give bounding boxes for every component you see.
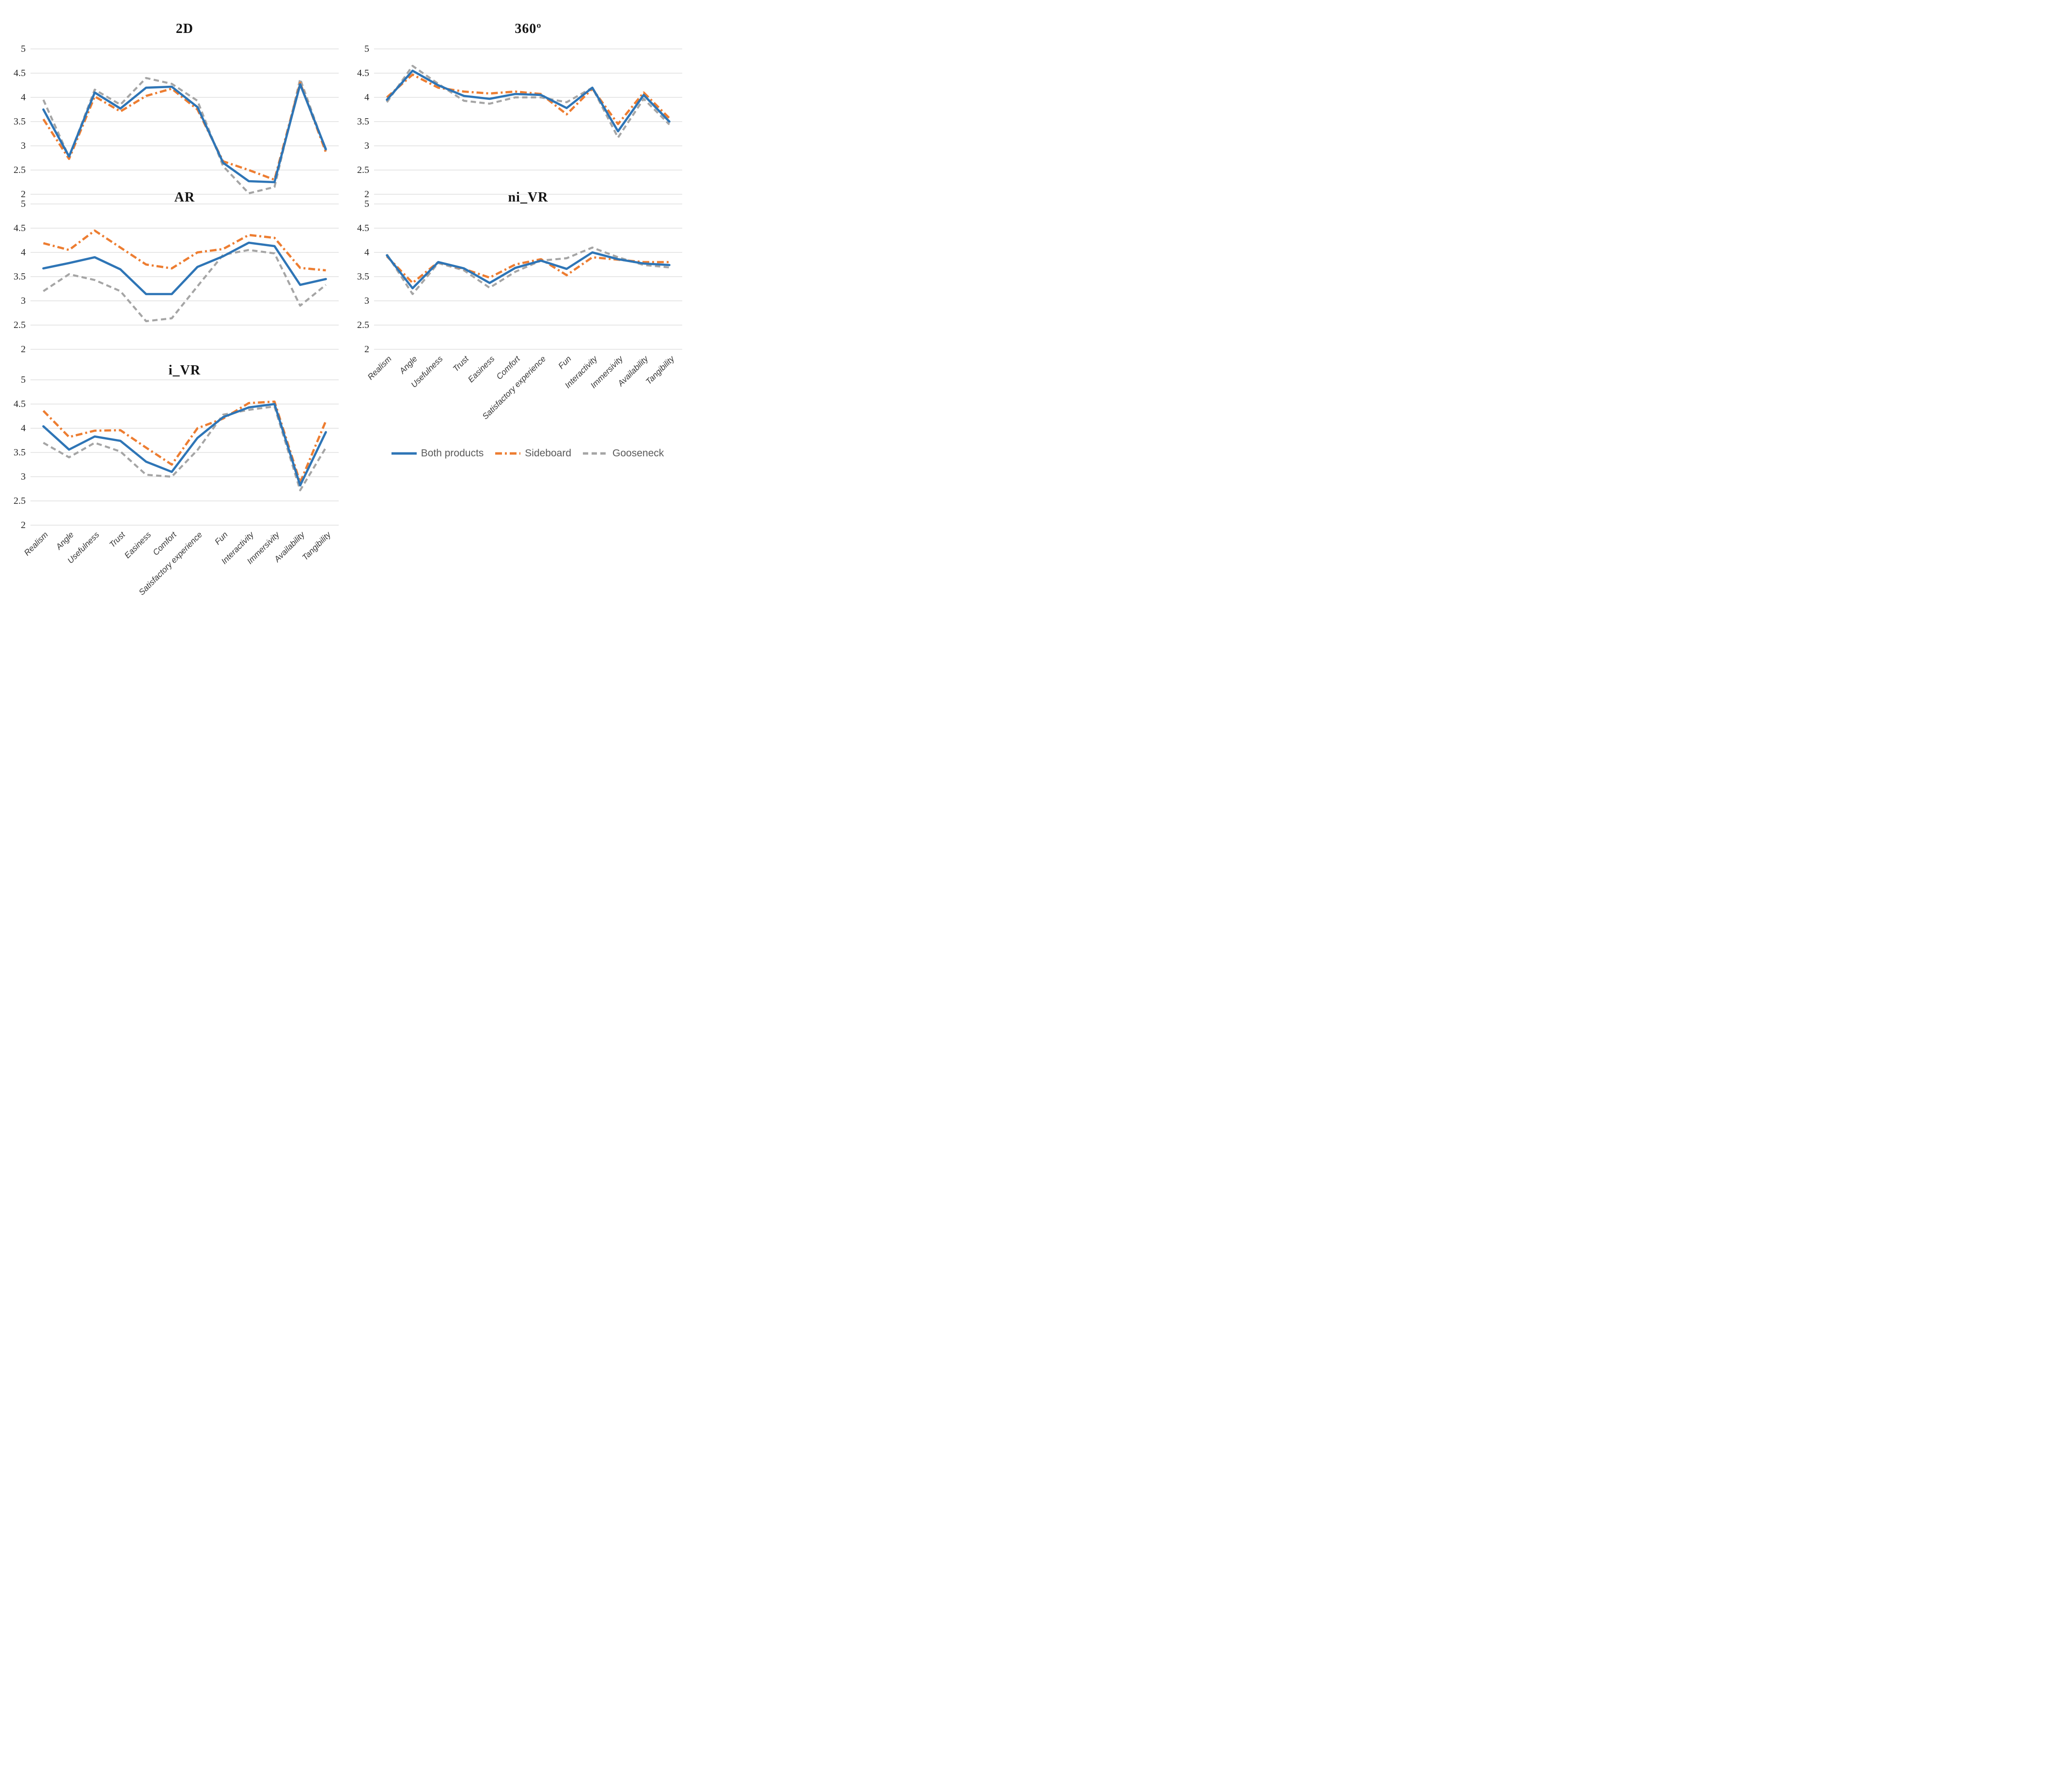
chart-title: ni_VR	[508, 190, 548, 205]
x-axis: Realism Angle Usefulness Trust Easiness Comfo…	[366, 351, 682, 453]
y-axis: 5 4.5 4 3.5 3 2.5 2	[7, 44, 28, 200]
x-axis-label: Realism	[22, 530, 50, 558]
plot-area	[31, 48, 339, 195]
legend-label: Both products	[421, 448, 484, 459]
figure-line-charts: 2D 5 4.5 4 3.5 3 2.5 2 360º 5 4.5 4 3.5 3 2.5 2 AR 5…	[0, 0, 684, 597]
y-tick-label: 3.5	[14, 116, 26, 127]
x-axis-label: Angle	[397, 354, 419, 376]
y-tick-label: 5	[21, 374, 26, 385]
x-axis-label: Easiness	[466, 354, 496, 385]
y-tick-label: 3	[364, 296, 369, 306]
y-tick-label: 3.5	[14, 447, 26, 458]
series-both-line	[386, 251, 671, 290]
chart-2d-plot: 5 4.5 4 3.5 3 2.5 2	[7, 44, 346, 200]
series-gooseneck-line	[42, 77, 327, 195]
y-tick-label: 4.5	[14, 223, 26, 234]
y-tick-label: 2.5	[357, 165, 369, 175]
plot-area	[374, 48, 682, 195]
legend-item-gooseneck: Gooseneck	[582, 448, 664, 459]
series-gooseneck-line	[43, 405, 327, 492]
y-tick-label: 2.5	[14, 496, 26, 506]
plot-area	[31, 379, 339, 526]
y-tick-label: 4.5	[357, 223, 369, 234]
x-axis-label: Trust	[108, 530, 127, 549]
x-axis-label: Angle	[54, 530, 76, 552]
series-gooseneck-line	[43, 249, 327, 323]
y-tick-label: 2.5	[357, 320, 369, 330]
y-tick-label: 5	[364, 44, 369, 54]
series-both-line	[42, 83, 327, 184]
legend-label: Gooseneck	[612, 448, 664, 459]
y-tick-label: 2	[21, 189, 26, 200]
chart-i-vr-plot: 5 4.5 4 3.5 3 2.5 2 Realism Angle Usefulness Trust…	[7, 374, 346, 597]
y-tick-label: 3	[21, 140, 26, 151]
x-axis-label: Fun	[213, 530, 230, 547]
gooseneck-line-swatch-icon	[583, 452, 609, 455]
chart-ar-plot: 5 4.5 4 3.5 3 2.5 2	[7, 199, 346, 355]
y-axis: 5 4.5 4 3.5 3 2.5 2	[351, 44, 371, 200]
y-tick-label: 2	[21, 344, 26, 355]
series-sideboard-line	[43, 229, 326, 272]
legend-label: Sideboard	[525, 448, 572, 459]
legend: Both products Sideboard Gooseneck	[371, 444, 683, 463]
y-tick-label: 3	[364, 140, 369, 151]
chart-360-plot: 5 4.5 4 3.5 3 2.5 2	[351, 44, 684, 200]
x-axis-label: Trust	[451, 354, 470, 374]
series-both-line	[42, 241, 327, 296]
plot-area	[31, 203, 339, 350]
series-gooseneck-line	[386, 64, 670, 139]
legend-item-both-products: Both products	[391, 448, 484, 459]
x-axis-label: Easiness	[122, 530, 153, 561]
x-axis-label: Realism	[366, 354, 393, 382]
chart-title: 360º	[515, 21, 542, 37]
both-products-line-swatch-icon	[391, 452, 417, 455]
y-tick-label: 4	[364, 92, 369, 103]
y-tick-label: 2	[21, 520, 26, 530]
chart-title: 2D	[175, 21, 194, 37]
y-tick-label: 2	[364, 344, 369, 355]
chart-title: AR	[174, 190, 195, 205]
series-both-line	[386, 69, 671, 133]
y-tick-label: 4.5	[14, 399, 26, 409]
y-tick-label: 5	[364, 199, 369, 209]
y-tick-label: 2.5	[14, 320, 26, 330]
series-sideboard-line	[386, 73, 671, 125]
y-tick-label: 5	[21, 44, 26, 54]
y-tick-label: 5	[21, 199, 26, 209]
plot-area	[374, 203, 682, 350]
y-tick-label: 3.5	[14, 271, 26, 282]
y-tick-label: 3.5	[357, 116, 369, 127]
x-axis-label: Fun	[556, 354, 573, 371]
chart-title: i_VR	[168, 363, 201, 378]
y-tick-label: 4	[21, 247, 26, 258]
y-tick-label: 2	[364, 189, 369, 200]
y-tick-label: 3.5	[357, 271, 369, 282]
series-both-line	[42, 403, 327, 487]
sideboard-line-swatch-icon	[495, 452, 521, 455]
y-axis: 5 4.5 4 3.5 3 2.5 2	[351, 199, 371, 355]
y-tick-label: 4	[21, 423, 26, 434]
y-tick-label: 4.5	[357, 68, 369, 78]
y-tick-label: 4	[364, 247, 369, 258]
y-axis: 5 4.5 4 3.5 3 2.5 2	[7, 374, 28, 530]
series-gooseneck-line	[386, 246, 670, 296]
legend-item-sideboard: Sideboard	[494, 448, 571, 459]
y-axis: 5 4.5 4 3.5 3 2.5 2	[7, 199, 28, 355]
y-tick-label: 3	[21, 471, 26, 482]
y-tick-label: 3	[21, 296, 26, 306]
y-tick-label: 2.5	[14, 165, 26, 175]
x-axis: Realism Angle Usefulness Trust Easiness Comfo…	[22, 527, 339, 597]
chart-ni-vr-plot: 5 4.5 4 3.5 3 2.5 2 Realism Angle Usefulness Trust…	[351, 199, 684, 421]
y-tick-label: 4.5	[14, 68, 26, 78]
y-tick-label: 4	[21, 92, 26, 103]
